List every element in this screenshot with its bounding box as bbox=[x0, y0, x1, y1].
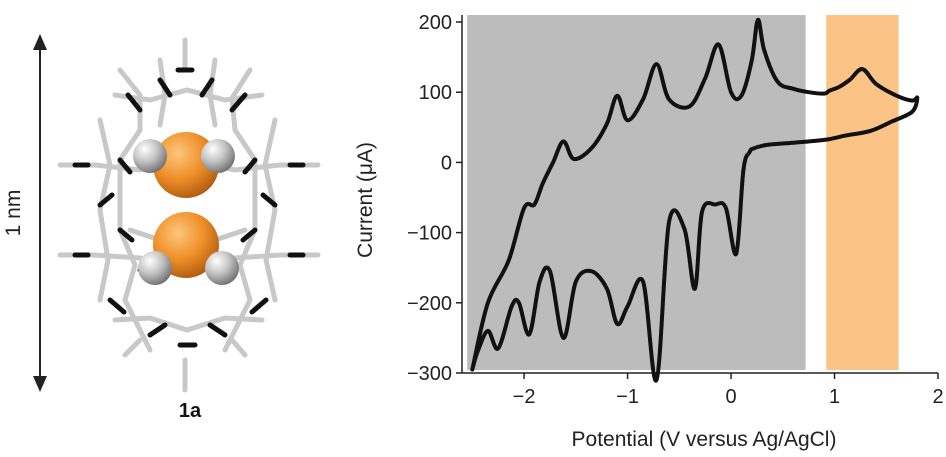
x-tick-label: 0 bbox=[725, 386, 736, 408]
metal-core bbox=[133, 132, 239, 285]
y-tick-label: 100 bbox=[419, 82, 452, 104]
x-tick-label: 2 bbox=[932, 386, 943, 408]
metal-sphere bbox=[153, 132, 219, 198]
y-axis-label: Current (μA) bbox=[354, 142, 377, 258]
molecule-caption: 1a bbox=[179, 400, 202, 422]
cv-series-line bbox=[470, 17, 920, 383]
y-tick-label: 200 bbox=[419, 12, 452, 34]
cage-bonds bbox=[57, 37, 321, 393]
x-tick-label: 1 bbox=[829, 386, 840, 408]
x-ticks: −2 −1 0 1 2 bbox=[513, 373, 944, 408]
ligand-sphere bbox=[205, 251, 239, 285]
scale-label: 1 nm bbox=[2, 190, 25, 237]
axes: −300 −200 −100 0 100 200 −2 −1 0 1 2 bbox=[407, 12, 944, 408]
ligand-sphere bbox=[133, 139, 167, 173]
molecule-illustration: 1 nm bbox=[2, 34, 321, 422]
scale-bar bbox=[33, 34, 47, 392]
cv-chart: −300 −200 −100 0 100 200 −2 −1 0 1 2 Current (μA)… bbox=[354, 12, 944, 451]
y-tick-label: −300 bbox=[407, 363, 452, 385]
x-tick-label: −1 bbox=[616, 386, 639, 408]
y-ticks: −300 −200 −100 0 100 200 bbox=[407, 12, 462, 385]
x-axis-label: Potential (V versus Ag/AgCl) bbox=[572, 428, 837, 451]
ligand-sphere bbox=[201, 139, 235, 173]
shaded-region-2 bbox=[826, 15, 899, 370]
shaded-region-1 bbox=[467, 15, 806, 370]
y-tick-label: −200 bbox=[407, 293, 452, 315]
y-tick-label: 0 bbox=[441, 152, 452, 174]
x-tick-label: −2 bbox=[513, 386, 536, 408]
y-tick-label: −100 bbox=[407, 223, 452, 245]
ligand-sphere bbox=[138, 251, 172, 285]
